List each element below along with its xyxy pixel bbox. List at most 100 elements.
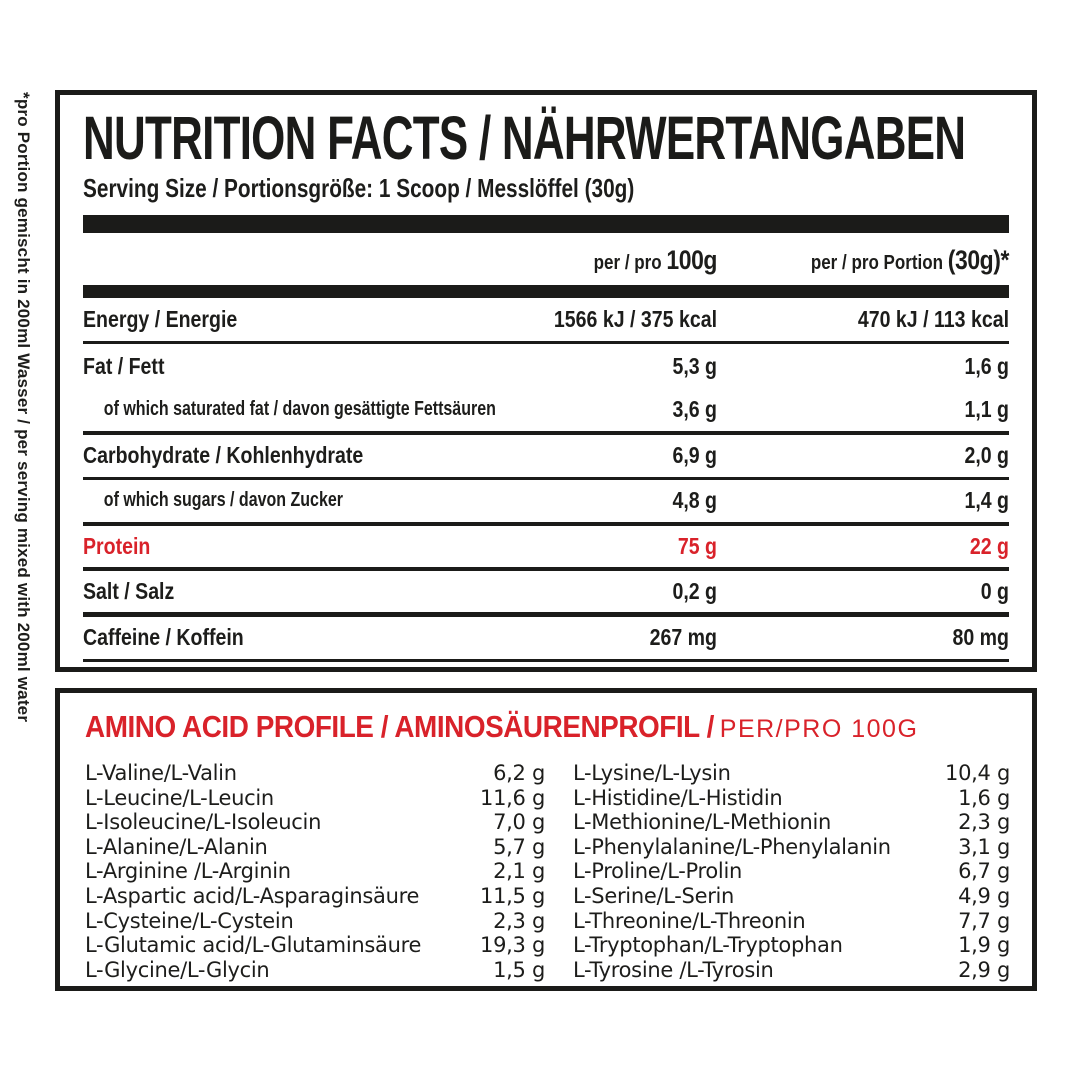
nutrient-per-portion-value: 0 g bbox=[980, 577, 1009, 604]
nutrient-name: of which saturated fat / davon gesättigt… bbox=[103, 398, 496, 421]
amino-acid-row: L-Serine/L-Serin 4,9 g bbox=[573, 884, 1010, 909]
amino-acid-name: L-Alanine/L-Alanin bbox=[85, 834, 268, 859]
nutrient-per-100g-value: 75 g bbox=[677, 532, 717, 559]
amino-acid-row: L-Glycine/L-Glycin 1,5 g bbox=[85, 958, 545, 983]
amino-acid-name: L-Histidine/L-Histidin bbox=[573, 785, 783, 810]
amino-acid-name: L-Proline/L-Prolin bbox=[573, 859, 742, 884]
nutrient-name: Caffeine / Koffein bbox=[83, 624, 244, 651]
amino-acid-name: L-Serine/L-Serin bbox=[573, 883, 735, 908]
nutrient-name: of which sugars / davon Zucker bbox=[103, 489, 343, 512]
amino-acid-name: L-Tryptophan/L-Tryptophan bbox=[573, 933, 843, 958]
nutrition-table: Energy / Energie 1566 kJ / 375 kcal 470 … bbox=[83, 298, 1009, 662]
column-header-row: per / pro 100g per / pro Portion (30g)* bbox=[83, 233, 1010, 285]
amino-acid-value: 2,3 g bbox=[958, 810, 1010, 835]
amino-acid-columns: L-Valine/L-Valin 6,2 g L-Leucine/L-Leuci… bbox=[85, 761, 1010, 982]
amino-acid-name: L-Phenylalanine/L-Phenylalanin bbox=[573, 834, 891, 859]
amino-acid-name: L-Cysteine/L-Cystein bbox=[85, 908, 294, 933]
col-header-per-portion-prefix: per / pro Portion bbox=[810, 252, 948, 274]
nutrient-per-portion-value: 1,4 g bbox=[964, 487, 1009, 514]
nutrient-per-100g-value: 1566 kJ / 375 kcal bbox=[553, 305, 717, 332]
amino-profile-title: AMINO ACID PROFILE / AMINOSÄURENPROFIL /… bbox=[85, 709, 1010, 745]
amino-acid-value: 10,4 g bbox=[945, 761, 1010, 785]
nutrition-row: of which saturated fat / davon gesättigt… bbox=[83, 389, 1009, 435]
nutrient-per-portion-value: 1,1 g bbox=[964, 396, 1009, 423]
nutrient-per-100g-value: 0,2 g bbox=[672, 577, 717, 604]
nutrient-per-100g-value: 6,9 g bbox=[672, 442, 717, 469]
nutrient-per-100g-value: 5,3 g bbox=[672, 352, 717, 379]
amino-acid-value: 7,7 g bbox=[958, 908, 1010, 933]
amino-acid-row: L-Threonine/L-Threonin 7,7 g bbox=[573, 909, 1010, 934]
col-header-per-portion: per / pro Portion (30g)* bbox=[761, 245, 1010, 285]
amino-acid-row: L-Tryptophan/L-Tryptophan 1,9 g bbox=[573, 933, 1010, 958]
amino-acid-row: L-Histidine/L-Histidin 1,6 g bbox=[573, 786, 1010, 811]
nutrient-per-portion-value: 22 g bbox=[969, 532, 1009, 559]
nutrient-per-portion-value: 80 mg bbox=[952, 624, 1009, 651]
serving-footnote-vertical: *pro Portion gemischt in 200ml Wasser / … bbox=[14, 92, 33, 723]
amino-acid-row: L-Aspartic acid/L-Asparaginsäure 11,5 g bbox=[85, 884, 545, 909]
nutrition-facts-panel: NUTRITION FACTS / NÄHRWERTANGABEN Servin… bbox=[55, 90, 1037, 672]
amino-acid-value: 11,5 g bbox=[480, 883, 545, 908]
nutrient-per-100g-value: 3,6 g bbox=[672, 396, 717, 423]
amino-acid-name: L-Threonine/L-Threonin bbox=[573, 908, 806, 933]
col-header-per-100g: per / pro 100g bbox=[539, 245, 718, 285]
nutrient-per-portion-value: 470 kJ / 113 kcal bbox=[857, 305, 1009, 332]
nutrient-name: Protein bbox=[83, 532, 151, 559]
amino-acid-row: L-Lysine/L-Lysin 10,4 g bbox=[573, 761, 1010, 786]
nutrition-row: Salt / Salz 0,2 g 0 g bbox=[83, 571, 1009, 617]
amino-acid-name: L-Isoleucine/L-Isoleucin bbox=[85, 810, 322, 835]
nutrient-per-portion-value: 1,6 g bbox=[964, 352, 1009, 379]
amino-acid-value: 3,1 g bbox=[958, 834, 1010, 859]
amino-acid-row: L-Cysteine/L-Cystein 2,3 g bbox=[85, 909, 545, 934]
amino-acid-name: L-Tyrosine /L-Tyrosin bbox=[573, 957, 774, 982]
nutrient-per-100g-value: 4,8 g bbox=[672, 487, 717, 514]
amino-acid-value: 2,9 g bbox=[958, 957, 1010, 982]
amino-acid-column-right: L-Lysine/L-Lysin 10,4 g L-Histidine/L-Hi… bbox=[573, 761, 1010, 982]
nutrient-name: Salt / Salz bbox=[83, 577, 175, 604]
divider-bar-header bbox=[83, 285, 1009, 298]
nutrition-row: Carbohydrate / Kohlenhydrate 6,9 g 2,0 g bbox=[83, 435, 1009, 480]
nutrition-facts-title: NUTRITION FACTS / NÄHRWERTANGABEN bbox=[83, 104, 966, 172]
amino-acid-name: L-Arginine /L-Arginin bbox=[85, 859, 291, 884]
amino-acid-row: L-Phenylalanine/L-Phenylalanin 3,1 g bbox=[573, 835, 1010, 860]
amino-acid-name: L-Valine/L-Valin bbox=[85, 761, 237, 785]
nutrient-name: Fat / Fett bbox=[83, 352, 165, 379]
amino-acid-row: L-Isoleucine/L-Isoleucin 7,0 g bbox=[85, 810, 545, 835]
amino-acid-row: L-Glutamic acid/L-Glutaminsäure 19,3 g bbox=[85, 933, 545, 958]
nutrition-row: of which sugars / davon Zucker 4,8 g 1,4… bbox=[83, 480, 1009, 526]
amino-acid-value: 19,3 g bbox=[480, 933, 545, 958]
amino-profile-title-main: AMINO ACID PROFILE / AMINOSÄURENPROFIL / bbox=[85, 709, 714, 744]
amino-acid-value: 2,1 g bbox=[493, 859, 545, 884]
amino-profile-title-unit: PER/PRO 100G bbox=[719, 715, 919, 743]
amino-acid-value: 6,2 g bbox=[493, 761, 545, 785]
amino-acid-row: L-Methionine/L-Methionin 2,3 g bbox=[573, 810, 1010, 835]
nutrition-row: Fat / Fett 5,3 g 1,6 g bbox=[83, 344, 1009, 390]
col-header-per-portion-amount: (30g)* bbox=[947, 245, 1010, 275]
amino-acid-name: L-Lysine/L-Lysin bbox=[573, 761, 731, 785]
nutrition-row: Protein 75 g 22 g bbox=[83, 526, 1009, 571]
nutrient-per-portion-value: 2,0 g bbox=[964, 442, 1009, 469]
serving-size-line: Serving Size / Portionsgröße: 1 Scoop / … bbox=[83, 173, 635, 203]
amino-acid-value: 4,9 g bbox=[958, 883, 1010, 908]
amino-acid-row: L-Proline/L-Prolin 6,7 g bbox=[573, 859, 1010, 884]
amino-acid-value: 1,9 g bbox=[958, 933, 1010, 958]
amino-acid-panel: AMINO ACID PROFILE / AMINOSÄURENPROFIL /… bbox=[55, 688, 1037, 991]
amino-acid-name: L-Glycine/L-Glycin bbox=[85, 957, 270, 982]
amino-acid-name: L-Aspartic acid/L-Asparaginsäure bbox=[85, 883, 420, 908]
amino-acid-value: 1,6 g bbox=[958, 785, 1010, 810]
amino-acid-value: 2,3 g bbox=[493, 908, 545, 933]
amino-acid-row: L-Leucine/L-Leucin 11,6 g bbox=[85, 786, 545, 811]
nutrient-name: Carbohydrate / Kohlenhydrate bbox=[83, 442, 364, 469]
nutrient-per-100g-value: 267 mg bbox=[649, 624, 717, 651]
amino-acid-value: 7,0 g bbox=[493, 810, 545, 835]
amino-acid-name: L-Glutamic acid/L-Glutaminsäure bbox=[85, 933, 422, 958]
amino-acid-value: 11,6 g bbox=[480, 785, 545, 810]
amino-acid-value: 5,7 g bbox=[493, 834, 545, 859]
nutrition-row: Caffeine / Koffein 267 mg 80 mg bbox=[83, 617, 1009, 662]
col-header-per-100g-prefix: per / pro bbox=[593, 252, 667, 274]
amino-acid-column-left: L-Valine/L-Valin 6,2 g L-Leucine/L-Leuci… bbox=[85, 761, 545, 982]
amino-acid-name: L-Leucine/L-Leucin bbox=[85, 785, 274, 810]
amino-acid-row: L-Arginine /L-Arginin 2,1 g bbox=[85, 859, 545, 884]
nutrition-row: Energy / Energie 1566 kJ / 375 kcal 470 … bbox=[83, 298, 1009, 344]
amino-acid-name: L-Methionine/L-Methionin bbox=[573, 810, 832, 835]
divider-bar-top bbox=[83, 215, 1009, 233]
